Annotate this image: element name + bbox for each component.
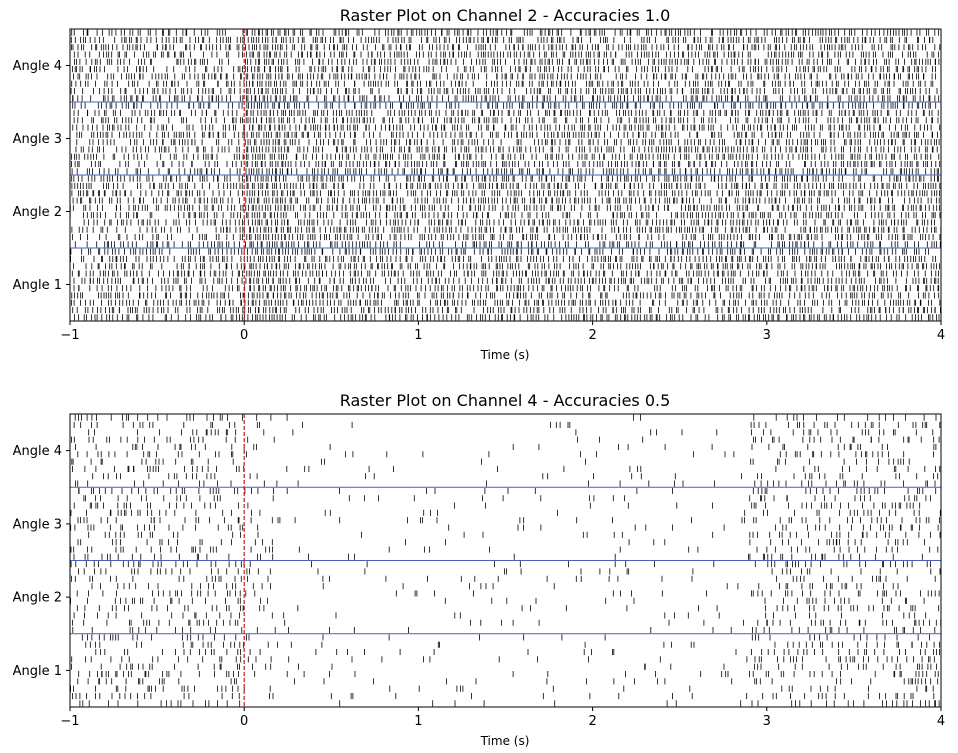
- panel-title: Raster Plot on Channel 2 - Accuracies 1.…: [340, 6, 671, 25]
- raster-panel-channel-2: Raster Plot on Channel 2 - Accuracies 1.…: [13, 6, 946, 362]
- spike-trains: [69, 29, 942, 321]
